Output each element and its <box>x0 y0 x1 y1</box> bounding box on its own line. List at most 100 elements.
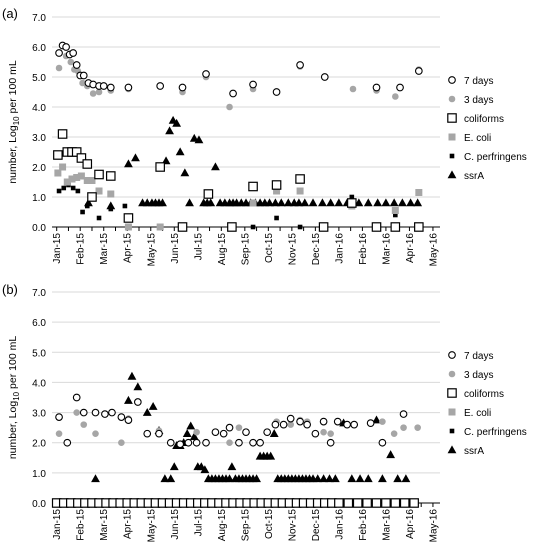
legend-marker <box>447 388 457 398</box>
data-point <box>235 438 243 447</box>
legend-label: E. coli <box>464 133 491 144</box>
data-point <box>308 198 318 207</box>
x-tick-label: Sep-15 <box>240 509 251 542</box>
data-point <box>123 213 134 223</box>
data-point <box>272 88 281 96</box>
data-point <box>124 83 133 92</box>
x-tick-label: Sep-15 <box>240 233 251 266</box>
data-point <box>88 177 96 184</box>
x-tick-label: Feb-16 <box>358 509 369 541</box>
data-point <box>271 420 280 429</box>
data-point <box>202 70 210 78</box>
data-point <box>55 49 63 57</box>
data-point <box>172 118 182 127</box>
y-tick-label: 5.0 <box>32 348 46 359</box>
data-point <box>219 429 228 438</box>
data-point <box>155 162 165 172</box>
series-7-days <box>55 41 423 98</box>
data-point <box>297 224 303 230</box>
data-point <box>57 129 68 139</box>
data-point <box>355 474 365 483</box>
data-point <box>180 168 190 177</box>
data-point <box>415 189 423 196</box>
data-point <box>373 198 383 207</box>
data-point <box>377 474 387 483</box>
data-point <box>143 429 152 438</box>
data-point <box>343 498 354 508</box>
data-point <box>386 450 396 459</box>
data-point <box>82 159 93 169</box>
y-axis-label: number, Log10 per 100 mL <box>7 336 21 459</box>
series-7-days <box>55 393 408 449</box>
data-point <box>226 439 233 447</box>
legend-marker <box>448 370 456 378</box>
x-tick-label: Aug-15 <box>217 233 228 266</box>
x-tick-label: Jun-15 <box>170 233 181 264</box>
data-point <box>55 64 63 72</box>
data-point <box>406 198 416 207</box>
data-point <box>91 474 100 483</box>
data-point <box>296 187 304 195</box>
data-point <box>84 203 90 209</box>
y-tick-label: 3.0 <box>32 133 46 144</box>
data-point <box>397 198 407 207</box>
data-point <box>192 438 201 447</box>
chart-panel-2: (b) 0.0 1.0 2.0 3.0 4.0 5.0 6.0 7.0 Jan-15 Feb-15 M… <box>2 282 527 542</box>
legend-label: 7 days <box>464 76 493 87</box>
data-point <box>252 474 261 483</box>
legend-marker <box>447 445 457 454</box>
data-point <box>122 203 128 209</box>
data-point <box>414 424 421 431</box>
chart-panel-1: (a) 0.0 1.0 2.0 3.0 4.0 5.0 6.0 7.0 Jan-15 Feb-15 M… <box>2 6 527 266</box>
x-tick-label: Mar-15 <box>99 509 110 541</box>
data-point <box>169 462 179 471</box>
data-point <box>303 420 311 429</box>
data-point <box>73 409 80 416</box>
data-point <box>63 178 71 186</box>
data-point <box>372 415 381 424</box>
data-point <box>194 135 204 144</box>
x-tick-label: Mar-16 <box>381 509 392 541</box>
data-point <box>107 190 115 198</box>
data-point <box>286 414 295 423</box>
data-point <box>413 198 423 207</box>
data-point <box>311 429 320 438</box>
x-tick-label: Feb-15 <box>76 233 87 265</box>
data-point <box>62 43 70 51</box>
data-point <box>106 83 115 92</box>
data-point <box>250 224 256 230</box>
data-point <box>105 171 116 181</box>
x-tick-label: Jul-15 <box>193 509 204 537</box>
data-point <box>326 438 335 447</box>
data-point <box>352 498 363 508</box>
data-point <box>283 198 293 207</box>
data-point <box>101 410 109 418</box>
data-point <box>189 133 199 142</box>
data-point <box>414 222 424 232</box>
series-ssra <box>84 115 423 210</box>
x-tick-label: Apr-16 <box>405 233 416 263</box>
data-point <box>350 420 359 429</box>
x-tick-label: Feb-16 <box>358 233 369 265</box>
data-point <box>392 93 399 100</box>
x-tick-label: Jan-15 <box>52 509 63 540</box>
data-point <box>330 474 340 483</box>
data-point <box>80 421 88 428</box>
data-point <box>270 198 280 207</box>
data-point <box>165 126 174 135</box>
data-point <box>225 474 234 483</box>
y-tick-label: 0.0 <box>32 223 46 234</box>
data-point <box>80 209 85 215</box>
data-point <box>326 198 336 207</box>
data-point <box>118 439 125 447</box>
data-point <box>124 159 133 168</box>
data-point <box>400 424 407 431</box>
data-point <box>225 423 234 432</box>
data-point <box>59 163 67 171</box>
data-point <box>390 498 401 508</box>
data-point <box>294 198 304 207</box>
y-tick-label: 0.0 <box>32 499 46 510</box>
data-point <box>295 174 305 184</box>
data-point <box>399 410 408 418</box>
y-tick-label: 6.0 <box>32 318 46 329</box>
